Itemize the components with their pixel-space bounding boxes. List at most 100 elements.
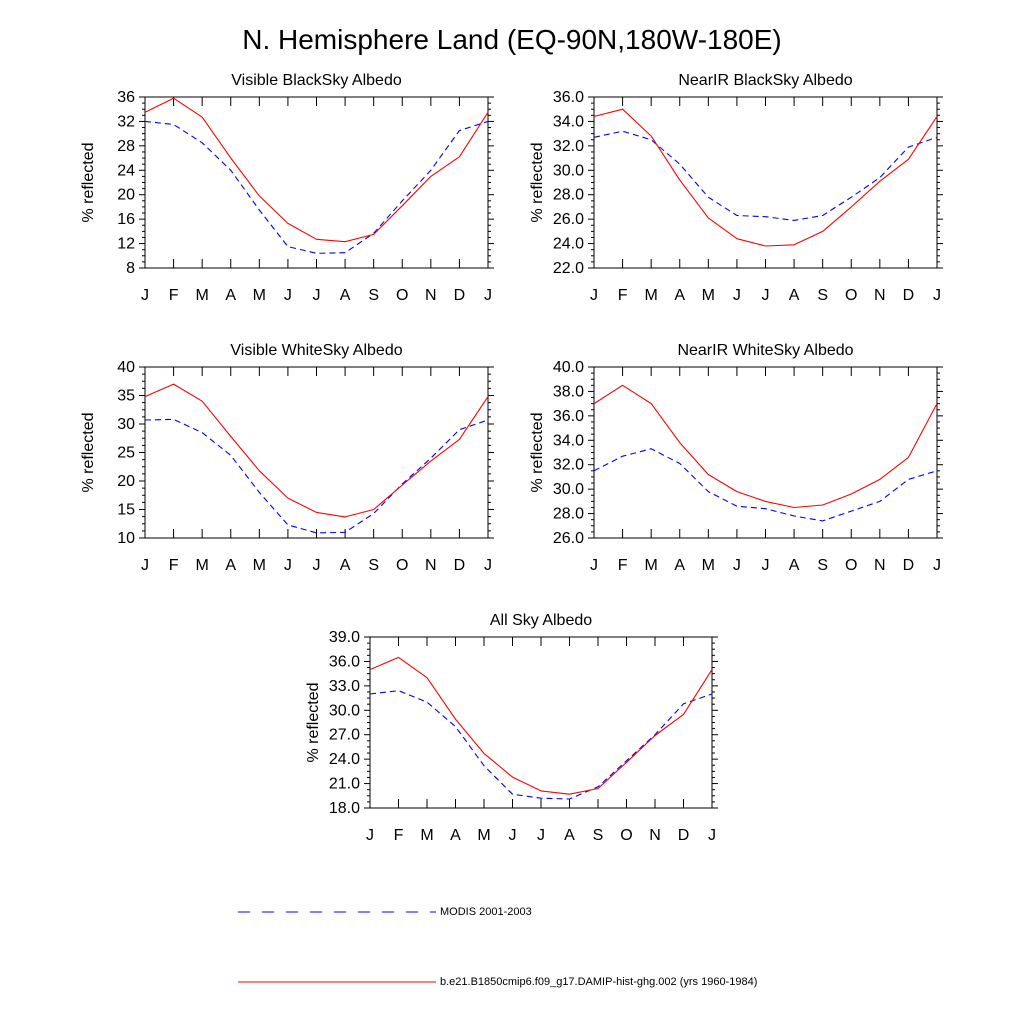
x-tick-label: M: [196, 557, 209, 574]
y-tick-label: 28: [117, 138, 135, 155]
x-tick-label: F: [169, 287, 179, 304]
x-tick-label: D: [678, 827, 690, 844]
x-tick-label: M: [645, 557, 658, 574]
y-tick-label: 38.0: [553, 383, 584, 400]
y-tick-label: 21.0: [329, 776, 360, 793]
y-tick-label: 36: [117, 89, 135, 106]
x-tick-label: O: [845, 287, 857, 304]
x-tick-label: J: [537, 827, 545, 844]
x-tick-label: J: [733, 287, 741, 304]
y-tick-label: 26.0: [553, 530, 584, 547]
x-tick-label: J: [484, 557, 492, 574]
chart-title: NearIR WhiteSky Albedo: [677, 342, 853, 359]
x-tick-label: M: [702, 557, 715, 574]
x-tick-label: M: [253, 287, 266, 304]
y-tick-label: 16: [117, 211, 135, 228]
x-tick-label: O: [620, 827, 632, 844]
y-tick-label: 12: [117, 236, 135, 253]
series-line-model: [144, 97, 489, 243]
y-tick-label: 10: [117, 530, 135, 547]
y-tick-label: 36.0: [329, 653, 360, 670]
y-tick-label: 36.0: [553, 89, 584, 106]
x-tick-label: F: [394, 827, 404, 844]
x-tick-label: M: [477, 827, 490, 844]
x-tick-label: A: [340, 287, 351, 304]
x-tick-label: O: [845, 557, 857, 574]
x-tick-label: J: [484, 287, 492, 304]
y-tick-label: 35: [117, 388, 135, 405]
y-tick-label: 25: [117, 445, 135, 462]
x-tick-label: J: [366, 827, 374, 844]
y-tick-label: 28.0: [553, 187, 584, 204]
y-axis-label: % reflected: [305, 682, 322, 762]
x-tick-label: J: [762, 287, 770, 304]
y-tick-label: 20: [117, 473, 135, 490]
x-tick-label: J: [141, 557, 149, 574]
y-tick-label: 27.0: [329, 727, 360, 744]
x-tick-label: J: [708, 827, 716, 844]
x-tick-label: J: [509, 827, 517, 844]
series-line-model: [593, 384, 938, 509]
y-tick-label: 32.0: [553, 138, 584, 155]
plot-frame: [593, 366, 938, 539]
y-tick-label: 34.0: [553, 113, 584, 130]
plot-frame: [369, 636, 713, 809]
y-tick-label: 28.0: [553, 506, 584, 523]
x-tick-label: F: [618, 287, 628, 304]
x-tick-label: J: [313, 287, 321, 304]
x-tick-label: F: [618, 557, 628, 574]
y-tick-label: 24.0: [553, 236, 584, 253]
x-tick-label: J: [284, 287, 292, 304]
chart-title: NearIR BlackSky Albedo: [678, 72, 852, 89]
y-tick-label: 40.0: [553, 359, 584, 376]
y-tick-label: 32.0: [553, 457, 584, 474]
legend-label-modis: MODIS 2001-2003: [440, 906, 532, 918]
x-tick-label: J: [933, 557, 941, 574]
x-tick-label: S: [593, 827, 604, 844]
x-tick-label: S: [368, 557, 379, 574]
y-tick-label: 24: [117, 162, 135, 179]
series-line-modis: [369, 690, 713, 800]
x-tick-label: J: [590, 287, 598, 304]
y-tick-label: 15: [117, 502, 135, 519]
x-tick-label: A: [674, 557, 685, 574]
x-tick-label: A: [225, 287, 236, 304]
y-tick-label: 39.0: [329, 629, 360, 646]
y-tick-label: 22.0: [553, 260, 584, 277]
x-tick-label: N: [425, 287, 437, 304]
y-tick-label: 36.0: [553, 408, 584, 425]
x-tick-label: S: [817, 287, 828, 304]
x-tick-label: M: [253, 557, 266, 574]
x-tick-label: D: [903, 557, 915, 574]
x-tick-label: J: [733, 557, 741, 574]
y-tick-label: 24.0: [329, 751, 360, 768]
x-tick-label: J: [762, 557, 770, 574]
x-tick-label: M: [645, 287, 658, 304]
x-tick-label: A: [789, 287, 800, 304]
x-tick-label: O: [396, 287, 408, 304]
x-tick-label: J: [141, 287, 149, 304]
x-tick-label: D: [903, 287, 915, 304]
y-axis-label: % reflected: [80, 412, 97, 492]
x-tick-label: D: [454, 287, 466, 304]
y-tick-label: 20: [117, 187, 135, 204]
series-line-modis: [593, 130, 938, 221]
x-tick-label: N: [425, 557, 437, 574]
x-tick-label: F: [169, 557, 179, 574]
series-line-modis: [144, 120, 489, 254]
x-tick-label: J: [590, 557, 598, 574]
legend-label-model: b.e21.B1850cmip6.f09_g17.DAMIP-hist-ghg.…: [440, 976, 758, 988]
x-tick-label: D: [454, 557, 466, 574]
y-axis-label: % reflected: [80, 142, 97, 222]
y-tick-label: 34.0: [553, 432, 584, 449]
y-tick-label: 30.0: [553, 481, 584, 498]
series-line-model: [369, 656, 713, 795]
x-tick-label: S: [817, 557, 828, 574]
chart-title: Visible WhiteSky Albedo: [230, 342, 402, 359]
y-tick-label: 32: [117, 113, 135, 130]
y-tick-label: 26.0: [553, 211, 584, 228]
x-tick-label: J: [284, 557, 292, 574]
